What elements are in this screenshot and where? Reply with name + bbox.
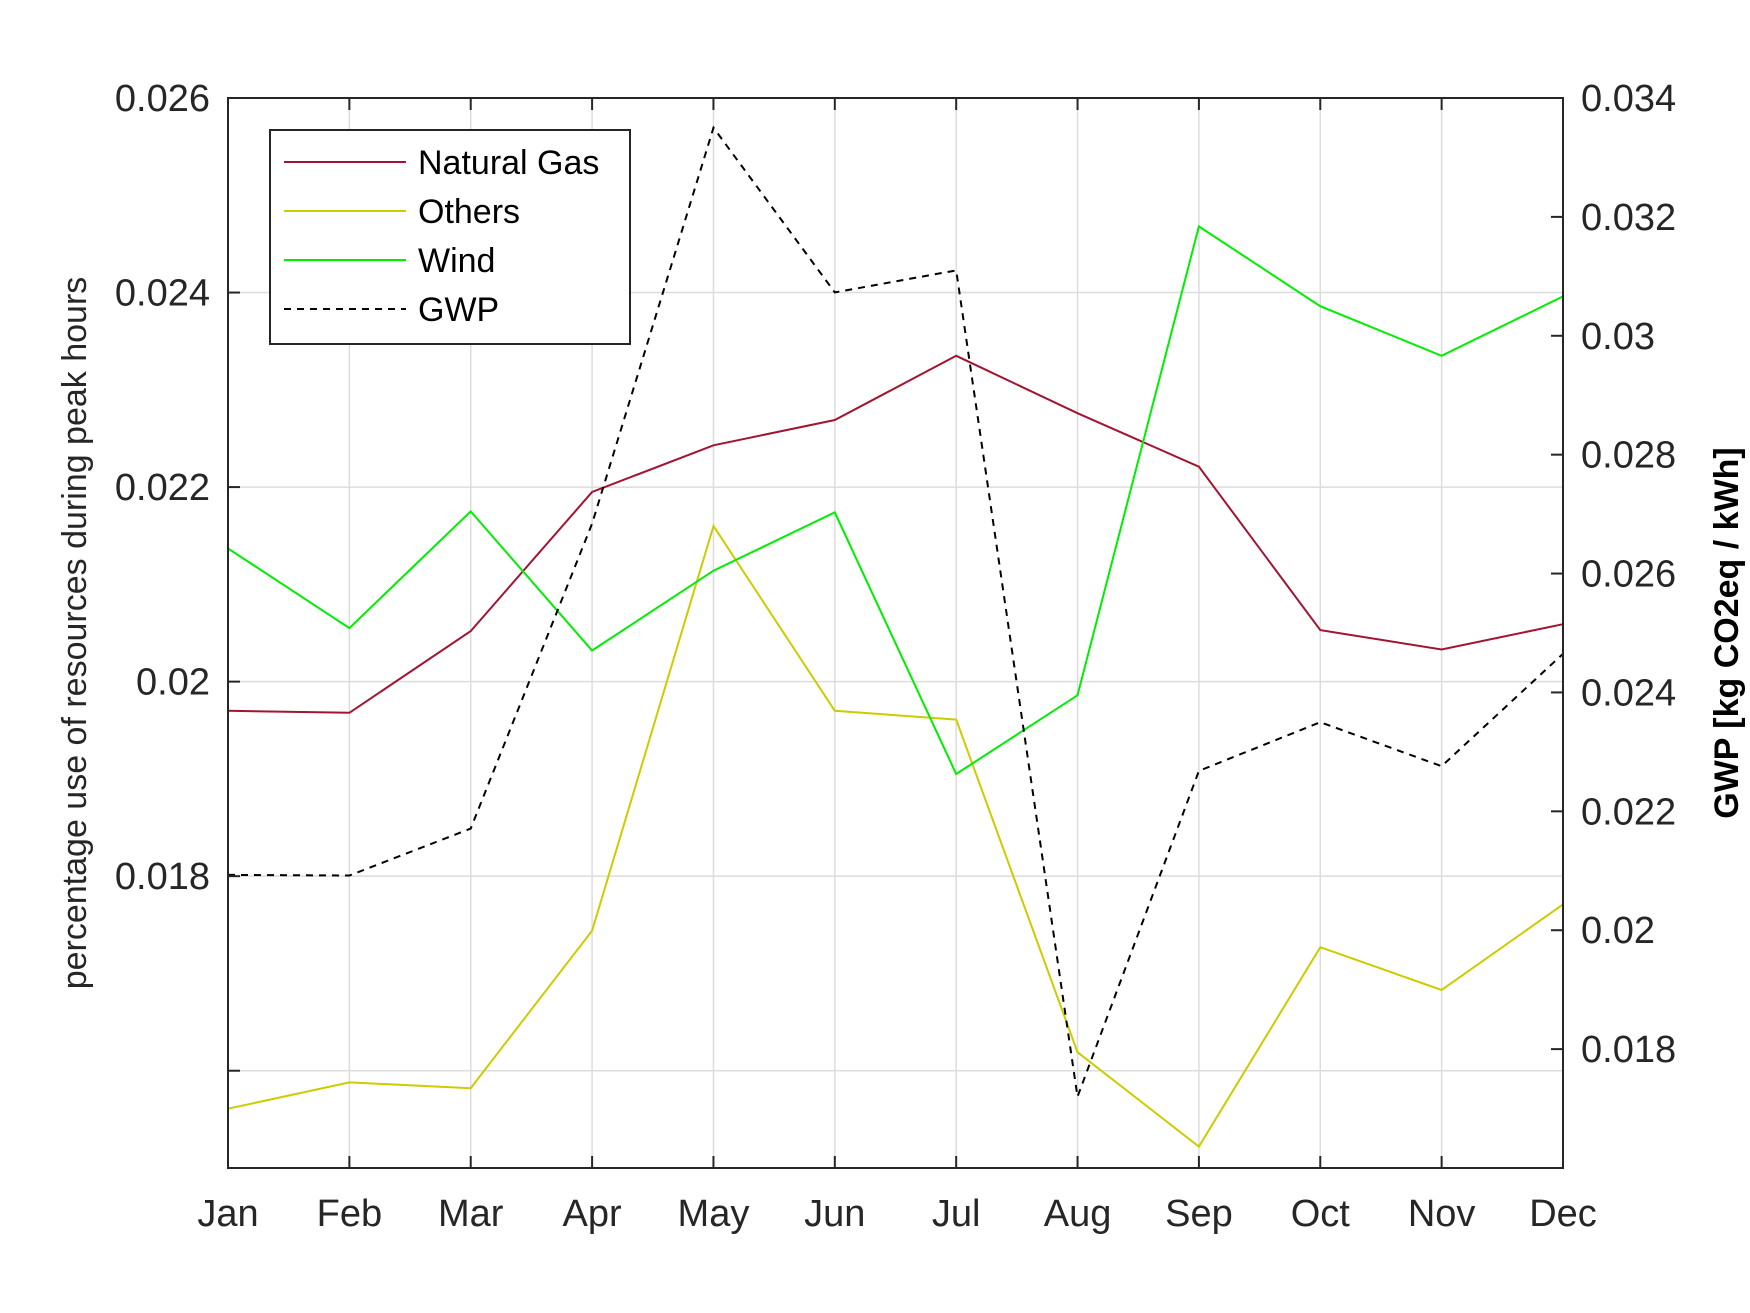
legend-label: Others [418, 193, 520, 231]
x-tick-label: Dec [1529, 1193, 1597, 1235]
series-line-wind [227, 224, 1564, 776]
series-line-natural-gas [227, 354, 1564, 714]
legend-label: Wind [418, 242, 495, 280]
y-left-tick-label: 0.022 [115, 467, 210, 509]
y-right-tick-label: 0.02 [1581, 910, 1655, 952]
x-tick-label: Apr [563, 1193, 622, 1235]
y-right-tick-label: 0.028 [1581, 435, 1676, 477]
y-right-tick-label: 0.024 [1581, 672, 1676, 714]
y-axis-right-label: GWP [kg CO2eq / kWh] [1708, 447, 1746, 819]
x-tick-label: Jan [197, 1193, 258, 1235]
x-tick-label: Sep [1165, 1193, 1233, 1235]
y-right-tick-label: 0.03 [1581, 316, 1655, 358]
x-tick-label: Mar [438, 1193, 504, 1235]
plot-area-frame [227, 97, 1564, 1169]
y-right-tick-label: 0.018 [1581, 1029, 1676, 1071]
x-tick-label: Aug [1044, 1193, 1112, 1235]
y-left-tick-label: 0.026 [115, 78, 210, 120]
x-tick-label: Jul [932, 1193, 981, 1235]
x-tick-label: Feb [317, 1193, 382, 1235]
y-left-tick-label: 0.024 [115, 273, 210, 315]
y-axis-left-label: percentage use of resources during peak … [56, 277, 94, 990]
y-right-tick-label: 0.034 [1581, 78, 1676, 120]
axis-ticks: Jan Feb Mar Apr May Jun Jul Aug Sep Oct Nov Dec 0.01… [115, 78, 1676, 1235]
series-line-gwp [227, 125, 1564, 1098]
x-tick-label: May [678, 1193, 750, 1235]
x-tick-label: Oct [1291, 1193, 1351, 1235]
y-left-tick-label: 0.02 [136, 662, 210, 704]
legend-label: GWP [418, 291, 499, 329]
y-right-tick-label: 0.022 [1581, 791, 1676, 833]
legend: Natural Gas Others Wind GWP [269, 129, 631, 345]
y-left-tick-label: 0.018 [115, 856, 210, 898]
x-tick-label: Jun [804, 1193, 865, 1235]
y-right-tick-label: 0.032 [1581, 197, 1676, 239]
x-tick-label: Nov [1408, 1193, 1476, 1235]
series-lines [227, 125, 1564, 1149]
legend-label: Natural Gas [418, 144, 599, 182]
series-line-others [227, 523, 1564, 1149]
y-right-tick-label: 0.026 [1581, 554, 1676, 596]
